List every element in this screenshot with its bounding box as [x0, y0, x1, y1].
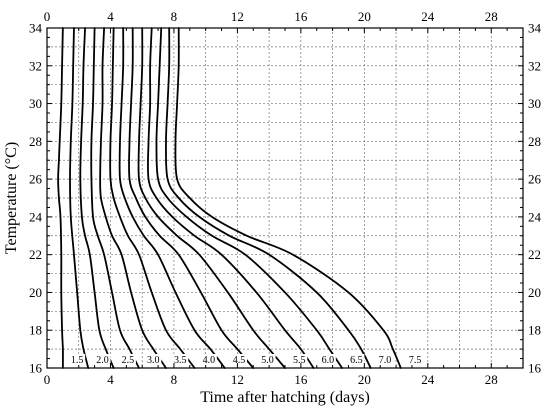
contour-line-3.0	[90, 27, 140, 369]
contour-label-bg	[200, 354, 217, 365]
y-tick-label-left: 32	[29, 58, 42, 73]
contour-label-4.0: 4.0	[203, 355, 216, 366]
x-tick-label-top: 4	[107, 9, 114, 24]
contour-label-3.0: 3.0	[147, 355, 160, 366]
y-tick-label-right: 26	[528, 172, 542, 187]
y-tick-label-left: 34	[29, 21, 43, 36]
contour-label-bg	[69, 354, 86, 365]
contour-line-5.0	[128, 27, 255, 369]
y-tick-label-left: 26	[29, 172, 43, 187]
y-tick-label-left: 28	[29, 134, 42, 149]
contour-label-bg	[259, 354, 276, 365]
y-tick-label-right: 22	[528, 247, 541, 262]
contour-label-bg	[291, 354, 308, 365]
contour-line-2.0	[69, 27, 90, 369]
y-tick-label-right: 16	[528, 361, 542, 376]
y-tick-label-left: 30	[29, 96, 42, 111]
x-tick-label-top: 12	[231, 9, 244, 24]
contour-label-bg	[376, 354, 393, 365]
x-tick-label-bottom: 16	[294, 372, 308, 387]
y-tick-label-right: 30	[528, 96, 541, 111]
contour-label-5.0: 5.0	[261, 355, 274, 366]
contour-line-4.0	[109, 27, 196, 369]
contour-label-bg	[319, 354, 336, 365]
x-tick-label-bottom: 4	[107, 372, 114, 387]
y-axis-title: Temperature (°C)	[3, 142, 20, 254]
x-tick-label-top: 8	[171, 9, 178, 24]
y-tick-label-left: 16	[29, 361, 43, 376]
contour-line-1.5	[57, 27, 64, 369]
x-tick-label-top: 0	[44, 9, 51, 24]
x-tick-label-bottom: 12	[231, 372, 244, 387]
x-tick-label-bottom: 0	[44, 372, 51, 387]
contour-label-bg	[172, 354, 189, 365]
contour-label-6.5: 6.5	[350, 355, 363, 366]
contour-line-6.0	[146, 27, 315, 369]
y-tick-label-right: 28	[528, 134, 541, 149]
contour-label-6.0: 6.0	[322, 355, 335, 366]
x-tick-label-top: 28	[485, 9, 498, 24]
contour-label-bg	[94, 354, 111, 365]
contour-lines	[57, 27, 402, 369]
axis-ticks	[46, 27, 524, 369]
contour-label-bg	[119, 354, 136, 365]
y-tick-label-right: 34	[528, 21, 542, 36]
contour-label-bg	[230, 354, 247, 365]
contour-line-4.5	[118, 27, 226, 369]
y-tick-label-left: 20	[29, 285, 42, 300]
y-tick-label-left: 22	[29, 247, 42, 262]
contour-line-2.5	[79, 27, 115, 369]
contour-label-2.0: 2.0	[96, 355, 109, 366]
tick-labels: 0 0 4 4 8 8 12 12 16 16 20 20 24 24 28 28 16 16 18 18 20 20 22…	[29, 9, 542, 387]
x-tick-label-bottom: 8	[171, 372, 178, 387]
y-tick-label-right: 20	[528, 285, 541, 300]
x-tick-label-bottom: 20	[358, 372, 371, 387]
contour-label-2.5: 2.5	[122, 355, 135, 366]
y-tick-label-right: 24	[528, 209, 542, 224]
contour-labels: 1.5 2.0 2.5 3.0 3.5 4.0 4.5 5.0 5.5 6.0 6.5 7.0 7.5	[69, 354, 424, 366]
contour-label-5.5: 5.5	[293, 355, 306, 366]
x-tick-label-bottom: 28	[485, 372, 498, 387]
contour-label-1.5: 1.5	[71, 355, 84, 366]
contour-line-3.5	[99, 27, 167, 369]
contour-line-7.5	[174, 27, 402, 369]
contour-label-3.5: 3.5	[174, 355, 187, 366]
y-tick-label-right: 18	[528, 323, 541, 338]
contour-label-7.0: 7.0	[379, 355, 392, 366]
y-tick-label-right: 32	[528, 58, 541, 73]
x-tick-label-top: 20	[358, 9, 371, 24]
x-tick-label-bottom: 24	[421, 372, 435, 387]
contour-label-bg	[407, 354, 424, 365]
grid	[47, 28, 523, 368]
y-tick-label-left: 18	[29, 323, 42, 338]
contour-line-7.0	[165, 27, 372, 369]
x-tick-label-top: 24	[421, 9, 435, 24]
contour-label-4.5: 4.5	[233, 355, 246, 366]
y-tick-label-left: 24	[29, 209, 43, 224]
contour-line-6.5	[155, 27, 344, 369]
contour-line-5.5	[137, 27, 286, 369]
contour-label-bg	[145, 354, 162, 365]
contour-label-7.5: 7.5	[409, 355, 422, 366]
contour-label-bg	[348, 354, 365, 365]
x-axis-title: Time after hatching (days)	[200, 389, 370, 406]
x-tick-label-top: 16	[294, 9, 308, 24]
